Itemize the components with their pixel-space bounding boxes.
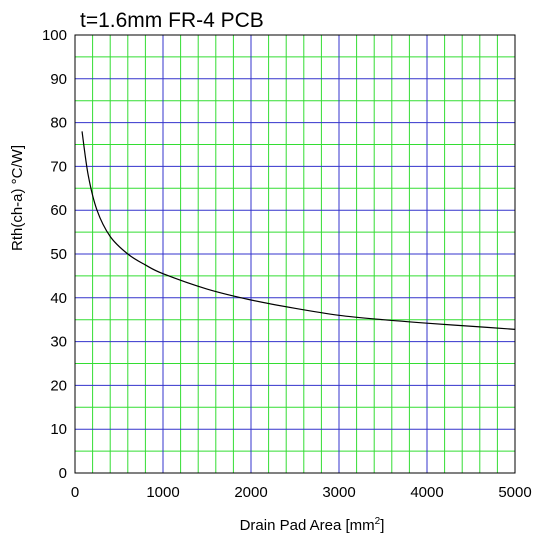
x-tick-label: 0 bbox=[71, 484, 79, 501]
y-tick-label: 80 bbox=[50, 115, 67, 132]
y-tick-label: 30 bbox=[50, 334, 67, 351]
y-axis-label: Rth(ch-a) °C/W] bbox=[9, 145, 26, 251]
y-tick-label: 90 bbox=[50, 71, 67, 88]
x-axis-label-sup: 2 bbox=[375, 516, 381, 527]
series-line bbox=[81, 131, 516, 330]
x-axis-label-tail: ] bbox=[380, 517, 384, 534]
x-tick-label: 4000 bbox=[410, 484, 443, 501]
y-tick-label: 70 bbox=[50, 158, 67, 175]
chart-title: t=1.6mm FR-4 PCB bbox=[80, 9, 264, 32]
x-tick-labels: 0 1000 2000 3000 4000 5000 bbox=[71, 484, 532, 501]
x-axis-label: Drain Pad Area [mm2] bbox=[240, 516, 385, 534]
y-tick-label: 40 bbox=[50, 290, 67, 307]
y-tick-label: 20 bbox=[50, 377, 67, 394]
y-tick-label: 60 bbox=[50, 202, 67, 219]
y-tick-label: 100 bbox=[42, 27, 67, 44]
x-tick-label: 2000 bbox=[234, 484, 267, 501]
x-tick-label: 5000 bbox=[498, 484, 531, 501]
plot-frame bbox=[74, 34, 516, 474]
x-tick-label: 3000 bbox=[322, 484, 355, 501]
y-tick-label: 0 bbox=[59, 465, 67, 482]
y-tick-labels: 0 10 20 30 40 50 60 70 80 90 100 bbox=[42, 27, 67, 482]
y-tick-label: 50 bbox=[50, 246, 67, 263]
y-tick-label: 10 bbox=[50, 421, 67, 438]
x-axis-label-main: Drain Pad Area [mm bbox=[240, 517, 375, 534]
x-tick-label: 1000 bbox=[146, 484, 179, 501]
